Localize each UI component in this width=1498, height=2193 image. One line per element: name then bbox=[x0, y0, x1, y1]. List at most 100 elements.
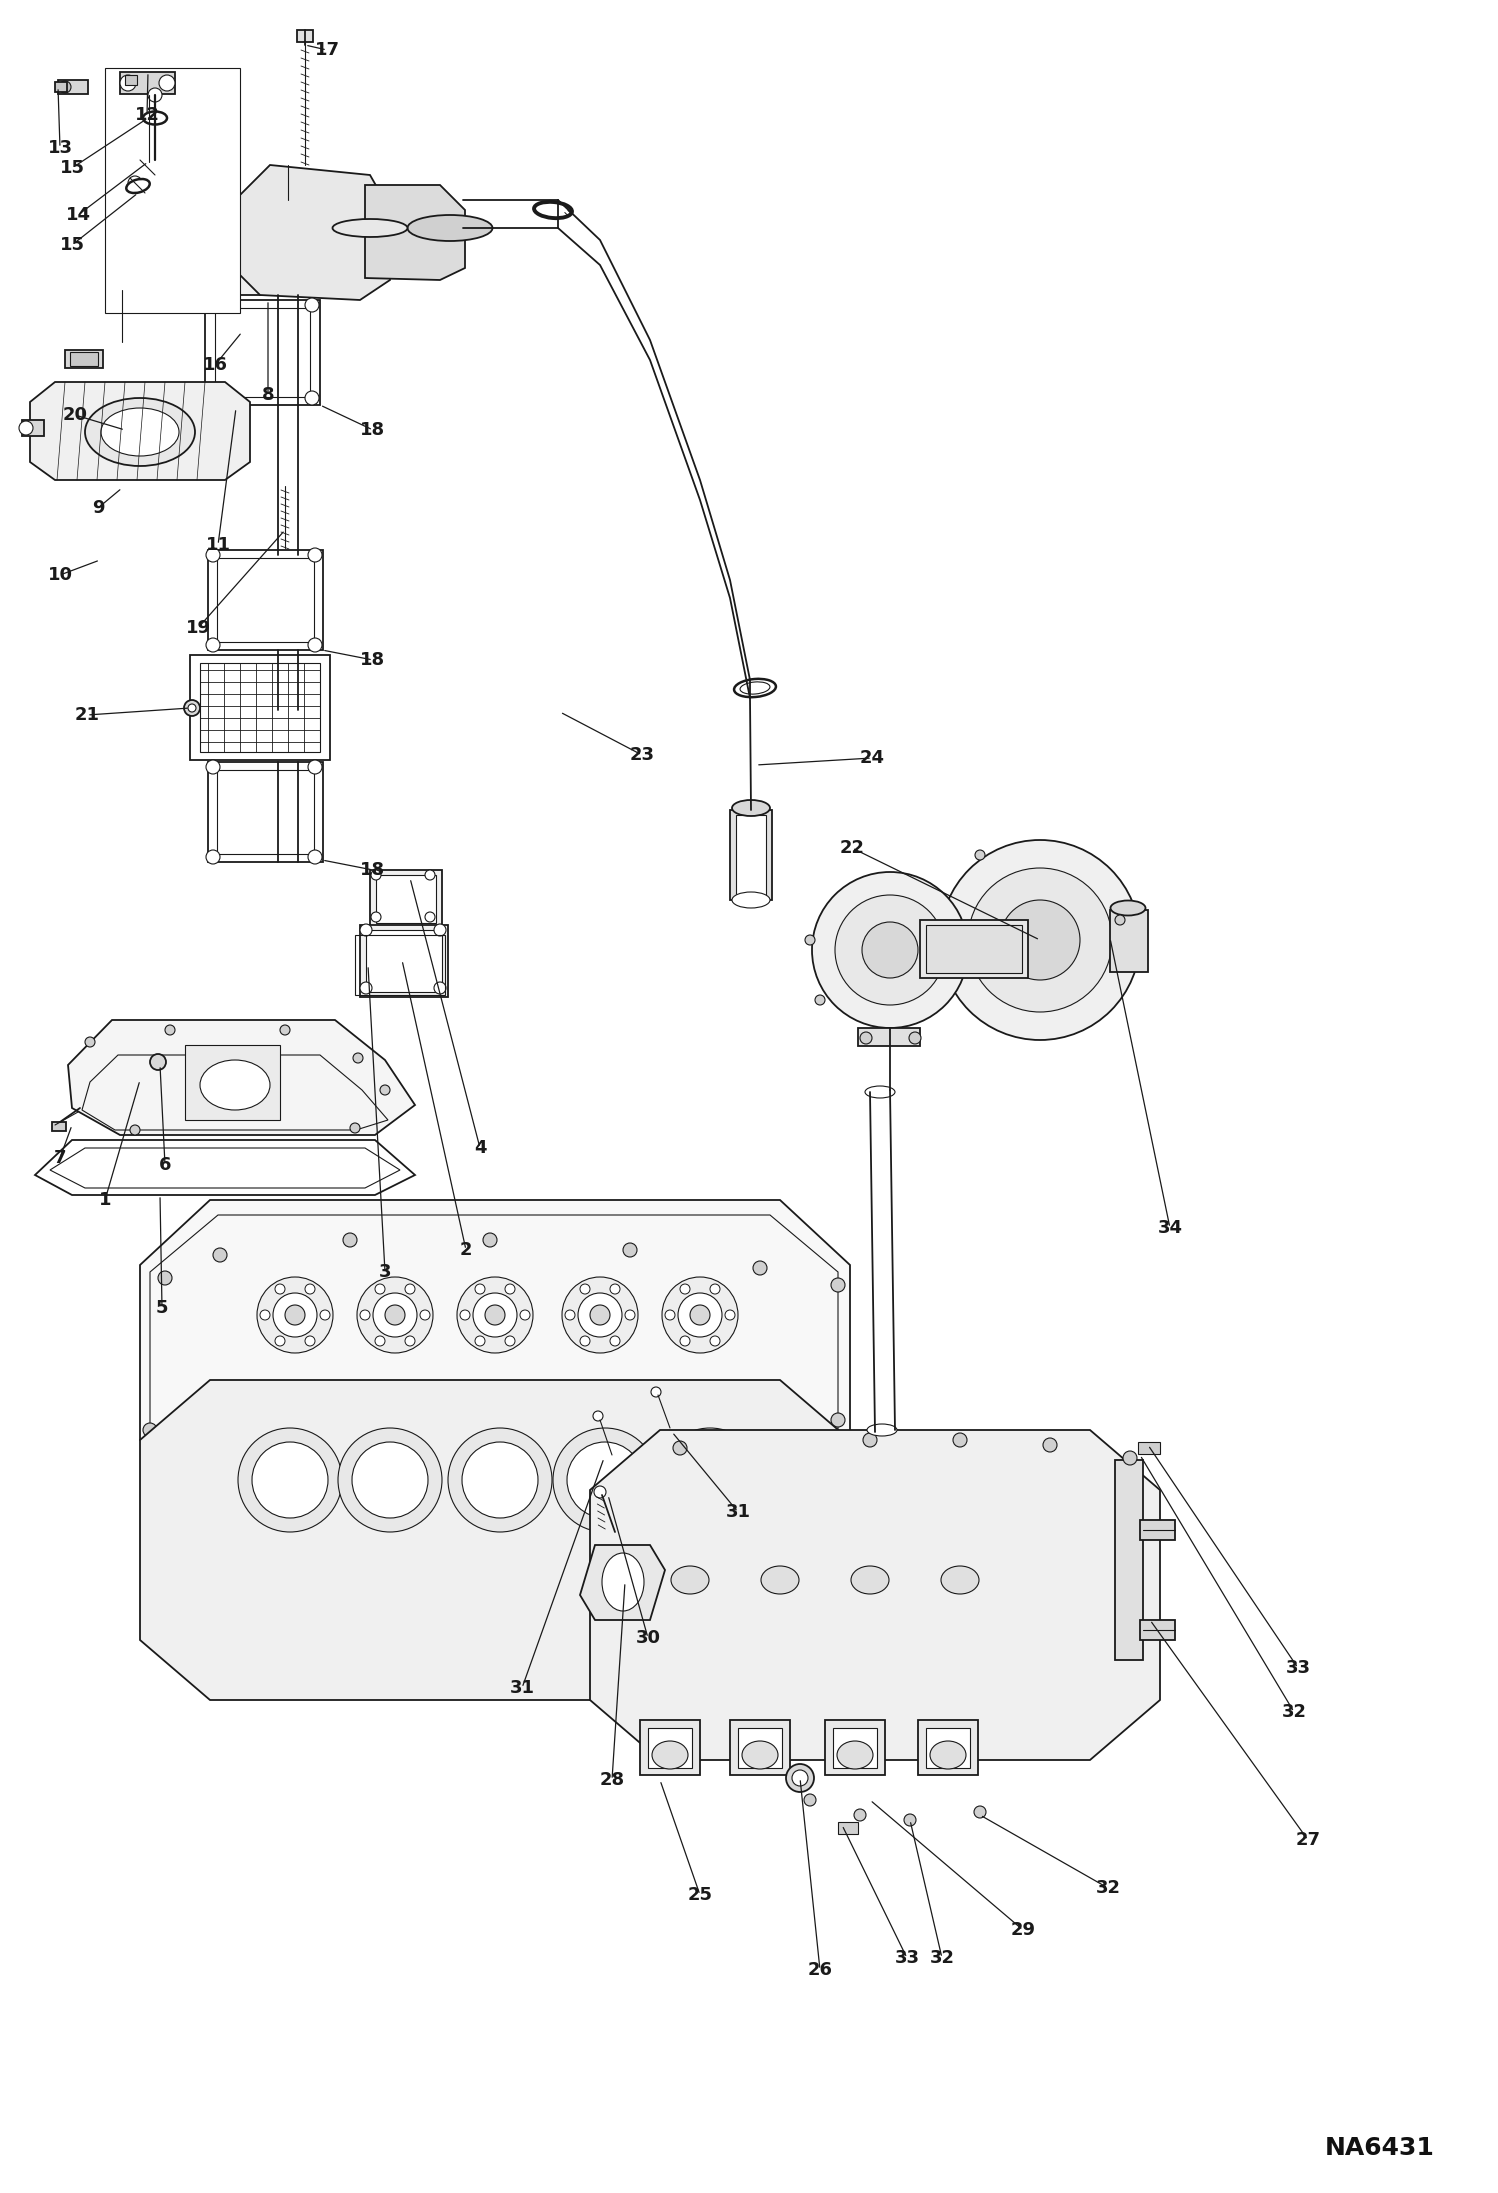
Bar bbox=[208, 550, 324, 649]
Text: 33: 33 bbox=[1285, 1658, 1311, 1678]
Circle shape bbox=[792, 1770, 807, 1785]
Circle shape bbox=[804, 1794, 816, 1807]
Circle shape bbox=[372, 871, 380, 879]
Circle shape bbox=[974, 1807, 986, 1818]
Circle shape bbox=[941, 840, 1140, 1039]
Bar bbox=[190, 656, 330, 761]
Circle shape bbox=[306, 283, 318, 294]
Circle shape bbox=[473, 1294, 517, 1338]
Text: 13: 13 bbox=[48, 138, 72, 158]
Text: 18: 18 bbox=[361, 651, 385, 669]
Circle shape bbox=[968, 868, 1112, 1011]
Circle shape bbox=[1115, 914, 1125, 925]
Circle shape bbox=[374, 1285, 385, 1294]
Bar bbox=[105, 68, 240, 314]
Circle shape bbox=[360, 1309, 370, 1320]
Circle shape bbox=[505, 1285, 515, 1294]
Circle shape bbox=[562, 1276, 638, 1353]
Bar bbox=[22, 421, 43, 436]
Text: 7: 7 bbox=[54, 1149, 66, 1167]
Circle shape bbox=[360, 982, 372, 993]
Circle shape bbox=[860, 1033, 872, 1044]
Circle shape bbox=[425, 912, 434, 921]
Bar bbox=[1110, 910, 1147, 971]
Circle shape bbox=[207, 851, 220, 864]
Bar bbox=[205, 300, 321, 406]
Polygon shape bbox=[580, 1546, 665, 1621]
Circle shape bbox=[165, 1024, 175, 1035]
Polygon shape bbox=[139, 1379, 849, 1700]
Circle shape bbox=[812, 873, 968, 1029]
Text: 32: 32 bbox=[1281, 1704, 1306, 1722]
Circle shape bbox=[680, 1336, 691, 1347]
Circle shape bbox=[665, 1309, 676, 1320]
Text: 15: 15 bbox=[60, 160, 84, 178]
Ellipse shape bbox=[671, 1566, 709, 1594]
Bar bbox=[370, 871, 442, 928]
Text: 28: 28 bbox=[599, 1772, 625, 1789]
Bar bbox=[120, 72, 175, 94]
Text: 12: 12 bbox=[135, 105, 159, 125]
Text: 25: 25 bbox=[688, 1886, 713, 1904]
Circle shape bbox=[475, 1285, 485, 1294]
Text: 6: 6 bbox=[159, 1156, 171, 1173]
Circle shape bbox=[273, 1294, 318, 1338]
Circle shape bbox=[861, 921, 918, 978]
Text: 14: 14 bbox=[66, 206, 90, 224]
Circle shape bbox=[753, 1261, 767, 1274]
Text: 9: 9 bbox=[91, 500, 105, 518]
Circle shape bbox=[863, 1432, 876, 1447]
Bar bbox=[1138, 1443, 1159, 1454]
Bar bbox=[739, 1728, 782, 1768]
Ellipse shape bbox=[652, 1741, 688, 1770]
Circle shape bbox=[148, 88, 162, 103]
Ellipse shape bbox=[864, 1086, 894, 1099]
Circle shape bbox=[276, 1336, 285, 1347]
Circle shape bbox=[710, 1336, 721, 1347]
Circle shape bbox=[625, 1309, 635, 1320]
Bar bbox=[201, 662, 321, 752]
Circle shape bbox=[343, 1232, 357, 1248]
Bar bbox=[730, 1719, 789, 1774]
Bar bbox=[736, 816, 765, 895]
Circle shape bbox=[485, 1305, 505, 1325]
Circle shape bbox=[309, 638, 322, 651]
Polygon shape bbox=[235, 164, 389, 300]
Ellipse shape bbox=[85, 397, 195, 465]
Circle shape bbox=[285, 1305, 306, 1325]
Circle shape bbox=[85, 1037, 94, 1046]
Text: 32: 32 bbox=[1095, 1879, 1121, 1897]
Circle shape bbox=[1001, 899, 1080, 980]
Bar bbox=[858, 1029, 920, 1046]
Ellipse shape bbox=[837, 1741, 873, 1770]
Text: 4: 4 bbox=[473, 1138, 487, 1158]
Bar bbox=[216, 307, 310, 397]
Bar bbox=[64, 351, 103, 368]
Circle shape bbox=[673, 1443, 748, 1518]
Circle shape bbox=[580, 1336, 590, 1347]
Bar bbox=[109, 281, 133, 296]
Circle shape bbox=[120, 75, 136, 90]
Circle shape bbox=[610, 1336, 620, 1347]
Bar bbox=[366, 930, 442, 991]
Circle shape bbox=[115, 287, 129, 303]
Ellipse shape bbox=[407, 215, 493, 241]
Polygon shape bbox=[34, 1140, 415, 1195]
Circle shape bbox=[482, 1465, 497, 1478]
Circle shape bbox=[595, 1487, 607, 1498]
Circle shape bbox=[306, 1336, 315, 1347]
Bar bbox=[1115, 1461, 1143, 1660]
Circle shape bbox=[482, 1232, 497, 1248]
Circle shape bbox=[457, 1276, 533, 1353]
Circle shape bbox=[159, 75, 175, 90]
Circle shape bbox=[815, 996, 825, 1004]
Circle shape bbox=[425, 871, 434, 879]
Text: 23: 23 bbox=[629, 746, 655, 763]
Circle shape bbox=[404, 1336, 415, 1347]
Polygon shape bbox=[67, 1020, 415, 1136]
Circle shape bbox=[623, 1243, 637, 1257]
Bar bbox=[217, 557, 315, 643]
Bar bbox=[355, 934, 445, 996]
Circle shape bbox=[1043, 1439, 1058, 1452]
Circle shape bbox=[662, 1276, 739, 1353]
